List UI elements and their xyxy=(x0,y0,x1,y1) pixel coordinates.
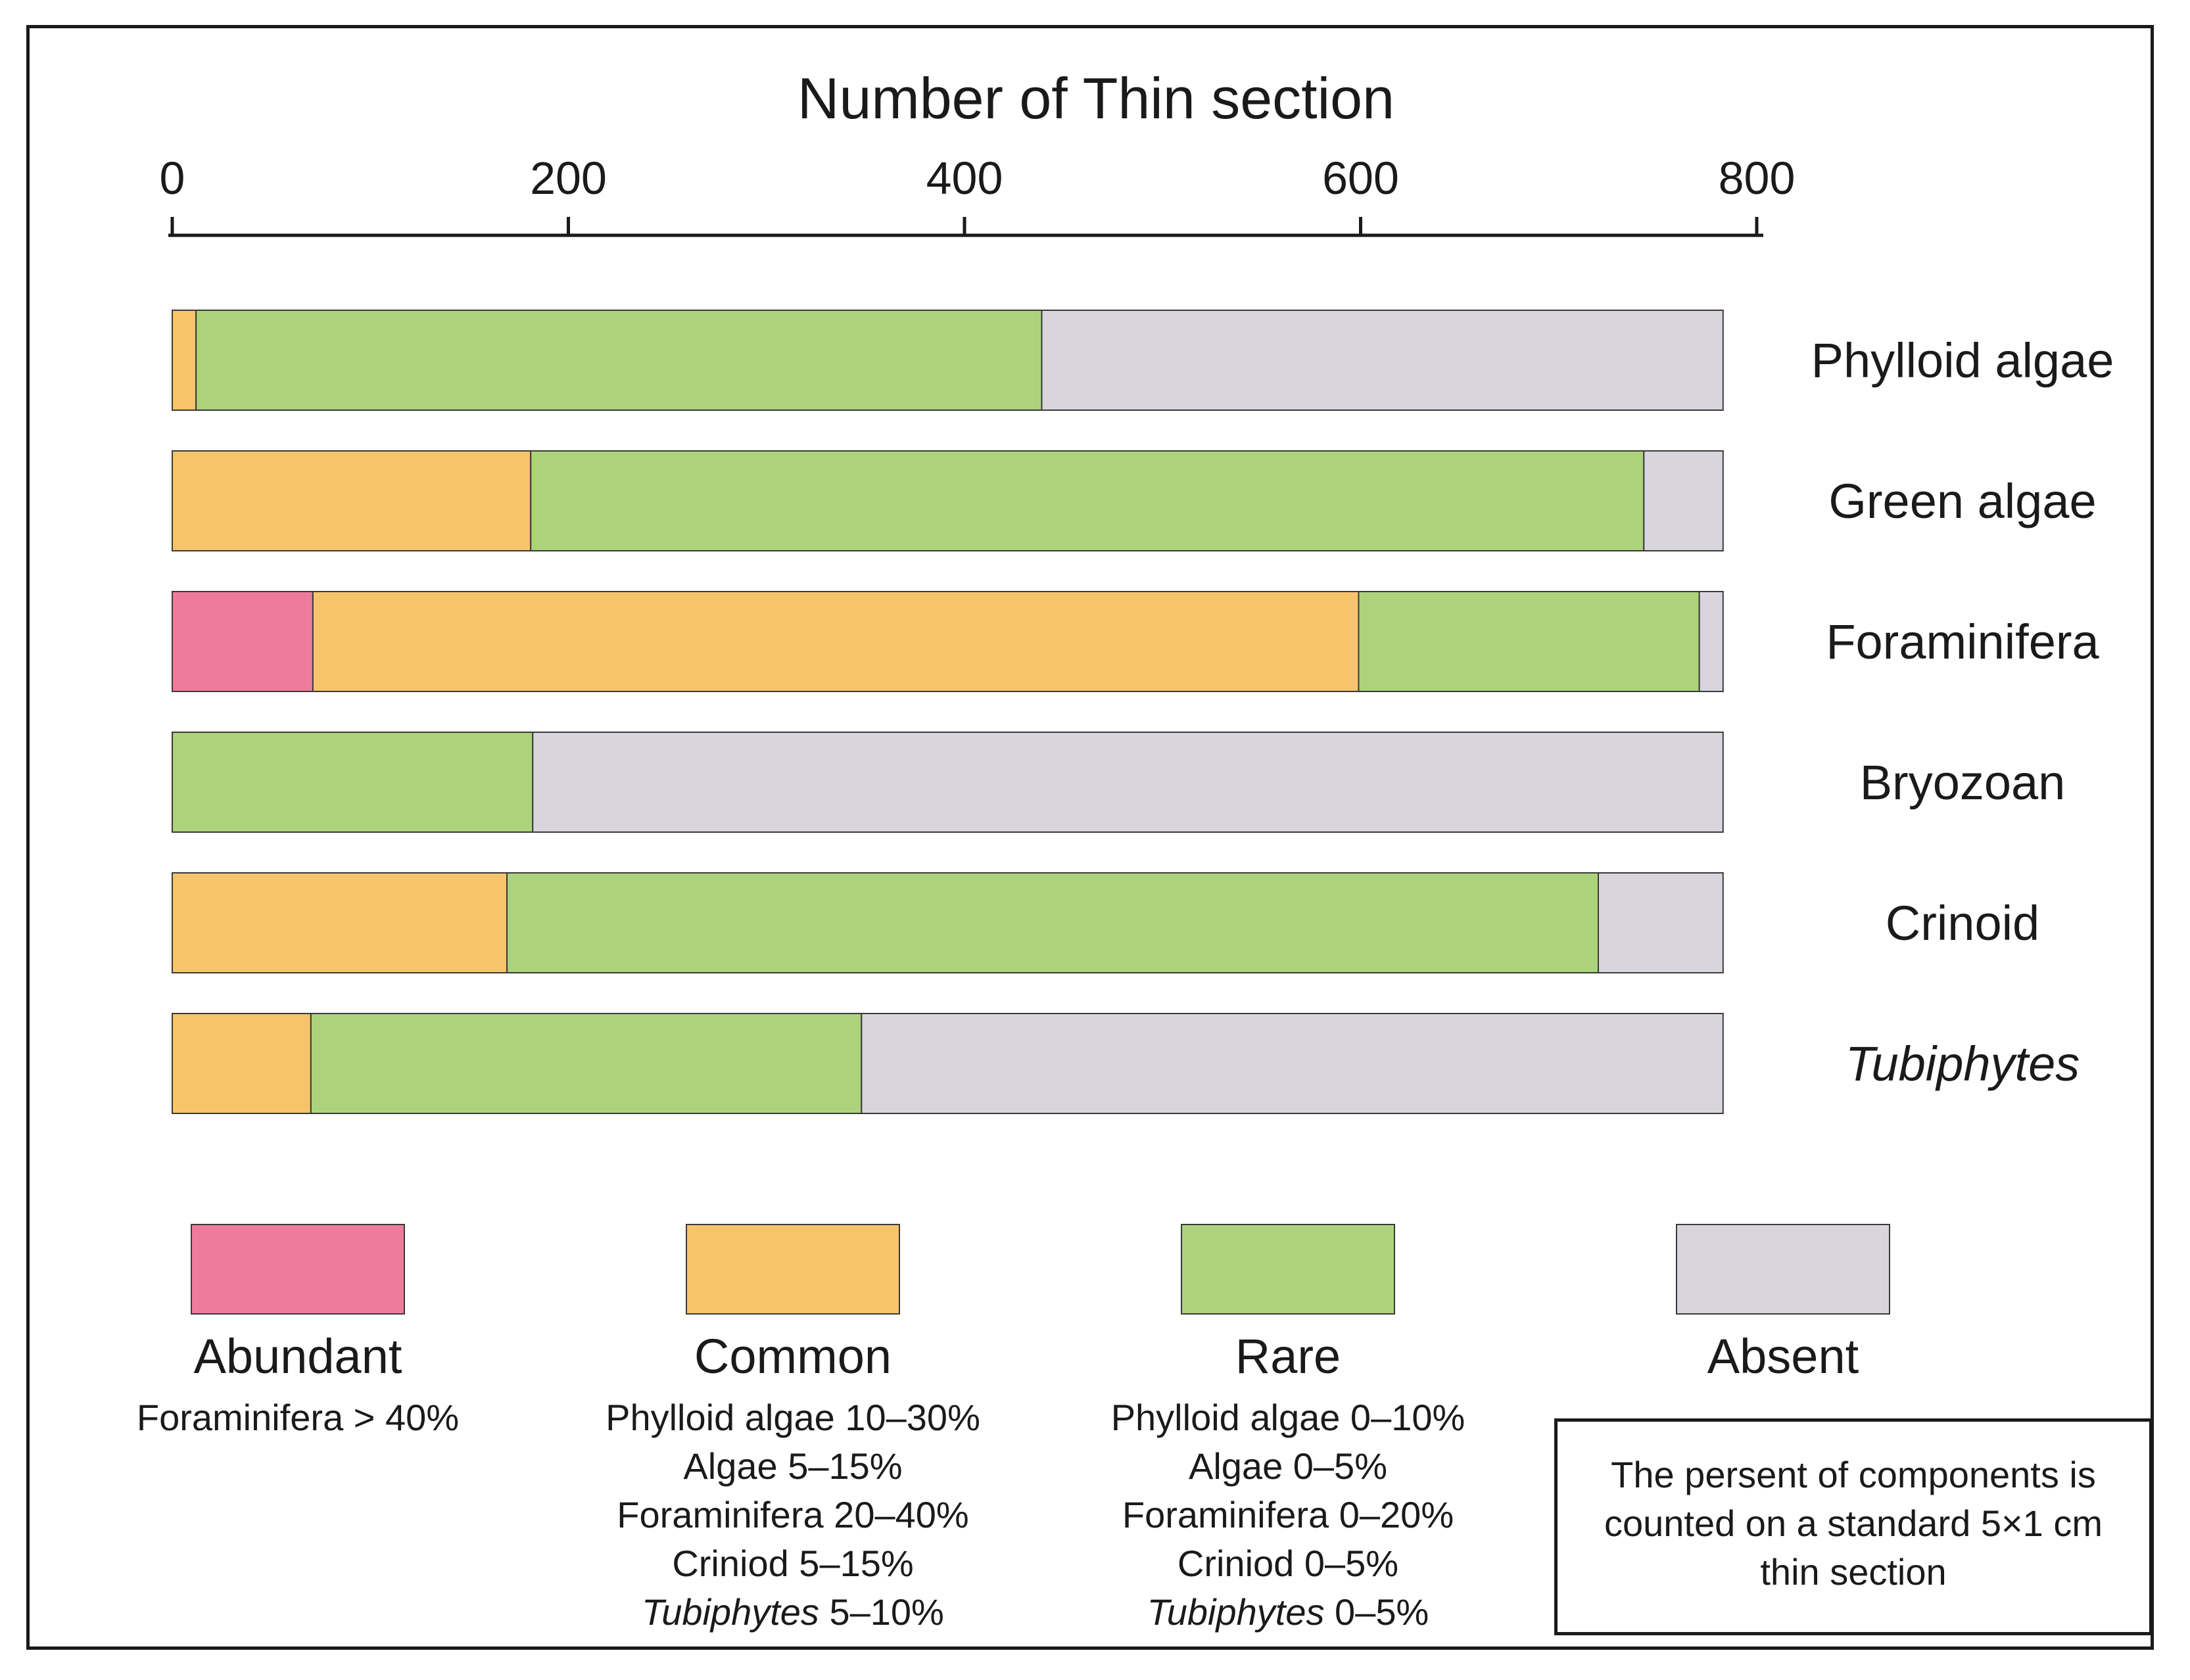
bar-segment-rare xyxy=(506,872,1599,973)
x-tick-label: 200 xyxy=(530,152,607,204)
legend-desc-line: Tubiphytes 0–5% xyxy=(1147,1591,1429,1633)
category-label: Foraminifera xyxy=(1826,615,2099,669)
legend-desc-line: Algae 0–5% xyxy=(1188,1445,1387,1487)
chart-title: Number of Thin section xyxy=(797,66,1394,131)
legend-desc-line: Criniod 0–5% xyxy=(1177,1543,1399,1584)
bars xyxy=(172,310,1724,1114)
legend-desc-line: Criniod 5–15% xyxy=(672,1543,914,1584)
bar-segment-common xyxy=(312,591,1360,692)
bar-segment-absent xyxy=(861,1013,1724,1114)
x-tick-label: 800 xyxy=(1719,152,1796,204)
legend-swatch-rare xyxy=(1181,1224,1395,1315)
bar-segment-rare xyxy=(1358,591,1700,692)
category-label: Phylloid algae xyxy=(1811,333,2114,388)
legend-label-common: Common xyxy=(694,1329,892,1384)
category-labels: Phylloid algae Green algae Foraminifera Bry… xyxy=(1811,333,2114,1091)
legend-desc-line: Algae 5–15% xyxy=(683,1445,903,1487)
legend-desc-italic: Tubiphytes xyxy=(1147,1591,1325,1633)
bar-segment-common xyxy=(172,1013,312,1114)
legend-label-rare: Rare xyxy=(1235,1329,1341,1384)
bar-segment-rare xyxy=(530,450,1645,551)
legend-swatch-abundant xyxy=(191,1224,405,1315)
legend-label-abundant: Abundant xyxy=(193,1329,402,1384)
bar-segment-rare xyxy=(195,310,1043,411)
note-box: The persent of components is counted on … xyxy=(1554,1418,2153,1635)
bar-segment-rare xyxy=(310,1013,863,1114)
note-line: thin section xyxy=(1760,1551,1947,1593)
bar-segment-common xyxy=(172,872,508,973)
note-line: counted on a standard 5×1 cm xyxy=(1604,1503,2103,1544)
bar-segment-absent xyxy=(1041,310,1724,411)
x-tick-label: 600 xyxy=(1322,152,1399,204)
legend-desc-line: Phylloid algae 0–10% xyxy=(1110,1397,1465,1438)
x-tick-label: 0 xyxy=(160,152,185,204)
category-label: Tubiphytes xyxy=(1845,1037,2080,1091)
legend-desc-abundant: Foraminifera > 40% xyxy=(48,1393,548,1442)
legend-desc-line: Foraminifera > 40% xyxy=(136,1397,460,1438)
legend-desc-line: Foraminifera 20–40% xyxy=(617,1494,969,1535)
legend-desc-common: Phylloid algae 10–30% Algae 5–15% Foramini… xyxy=(543,1393,1043,1637)
legend-desc-line: Tubiphytes 5–10% xyxy=(642,1591,944,1633)
bar-segment-absent xyxy=(1698,591,1724,692)
legend-desc-rare: Phylloid algae 0–10% Algae 0–5% Foraminife… xyxy=(1038,1393,1538,1637)
legend-desc-italic: Tubiphytes xyxy=(642,1591,819,1633)
x-axis: 0 200 400 600 800 xyxy=(160,152,1796,237)
bar-segment-abundant xyxy=(172,591,314,692)
x-tick-label: 400 xyxy=(926,152,1003,204)
legend-desc-line: Foraminifera 0–20% xyxy=(1122,1494,1454,1535)
category-label: Green algae xyxy=(1828,474,2096,528)
bar-segment-rare xyxy=(172,732,534,833)
bar-segment-absent xyxy=(532,732,1724,833)
chart: Number of Thin section 0 200 400 600 800 Phy… xyxy=(160,66,2114,1114)
legend-swatch-absent xyxy=(1676,1224,1890,1315)
legend-swatch-common xyxy=(686,1224,900,1315)
figure-frame xyxy=(26,25,2154,1650)
note-line: The persent of components is xyxy=(1611,1454,2096,1495)
bar-segment-absent xyxy=(1598,872,1724,973)
bar-segment-absent xyxy=(1643,450,1724,551)
bar-segment-common xyxy=(172,450,532,551)
bar-segment-common xyxy=(172,310,197,411)
category-label: Crinoid xyxy=(1886,896,2039,950)
category-label: Bryozoan xyxy=(1860,755,2066,810)
legend-desc-line: Phylloid algae 10–30% xyxy=(606,1397,980,1438)
legend-label-absent: Absent xyxy=(1707,1329,1859,1384)
